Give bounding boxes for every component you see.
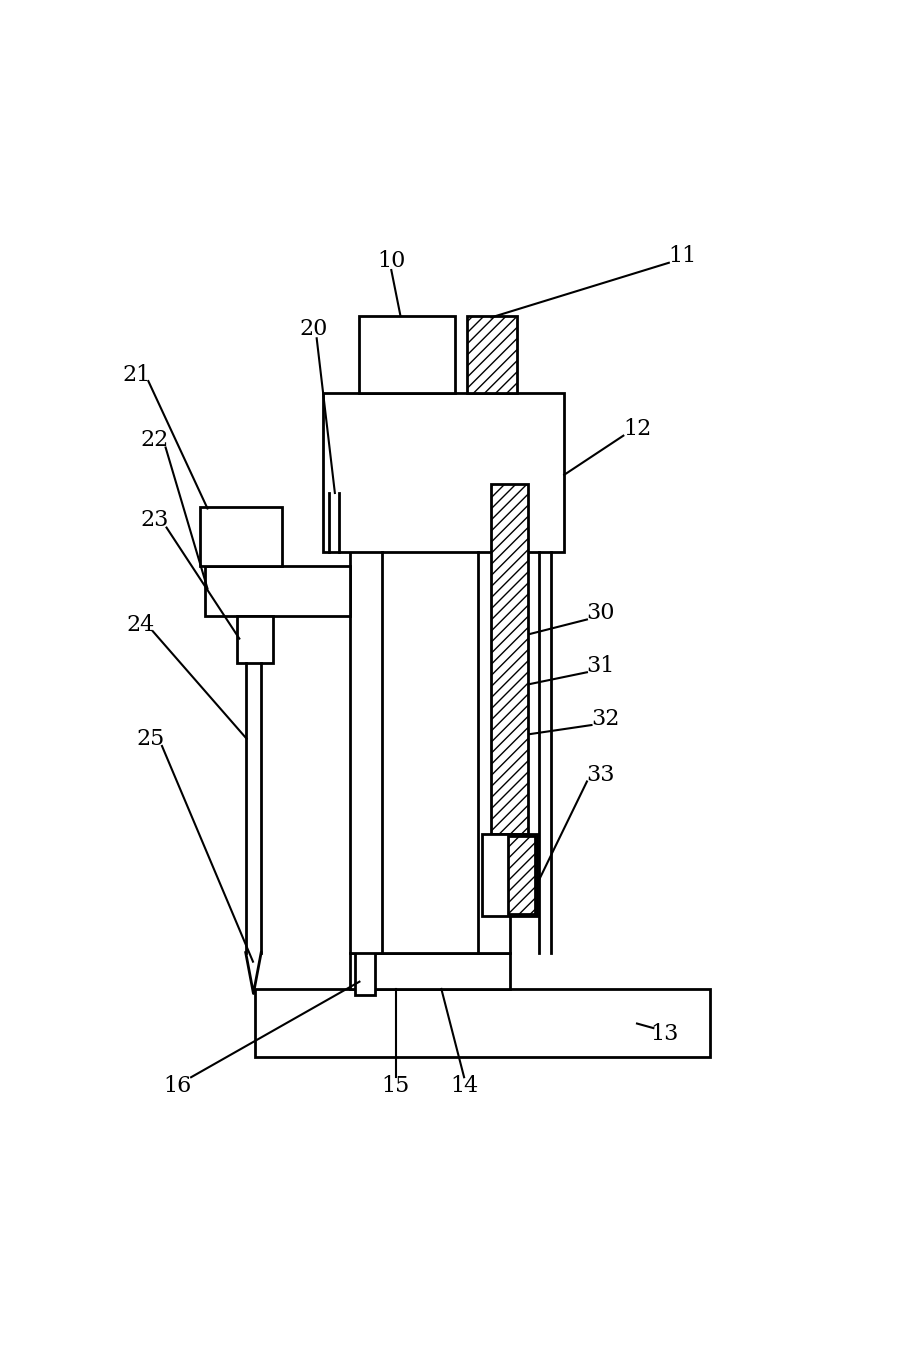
Text: 20: 20 xyxy=(299,319,329,340)
Bar xyxy=(255,990,710,1057)
Bar xyxy=(508,836,535,914)
Bar xyxy=(467,316,517,393)
Text: 11: 11 xyxy=(668,246,697,267)
Text: 31: 31 xyxy=(586,655,615,676)
Text: 23: 23 xyxy=(140,509,169,532)
Text: 30: 30 xyxy=(586,602,615,624)
Bar xyxy=(200,506,282,566)
Bar xyxy=(205,566,350,616)
Bar xyxy=(323,393,564,552)
Text: 24: 24 xyxy=(126,614,156,636)
Bar xyxy=(350,953,510,990)
Text: 12: 12 xyxy=(622,418,652,440)
Text: 14: 14 xyxy=(450,1076,479,1098)
Bar xyxy=(482,834,537,917)
Bar xyxy=(237,616,273,663)
Text: 15: 15 xyxy=(381,1076,410,1098)
Text: 16: 16 xyxy=(163,1076,192,1098)
Bar xyxy=(491,483,528,834)
Bar xyxy=(355,950,375,995)
Text: 13: 13 xyxy=(650,1023,679,1045)
Text: 25: 25 xyxy=(136,728,165,749)
Text: 22: 22 xyxy=(140,429,169,451)
Text: 10: 10 xyxy=(377,250,406,271)
Bar xyxy=(359,316,455,393)
Text: 21: 21 xyxy=(122,363,151,386)
Bar xyxy=(350,456,510,953)
Text: 33: 33 xyxy=(586,764,615,786)
Text: 32: 32 xyxy=(591,707,620,730)
